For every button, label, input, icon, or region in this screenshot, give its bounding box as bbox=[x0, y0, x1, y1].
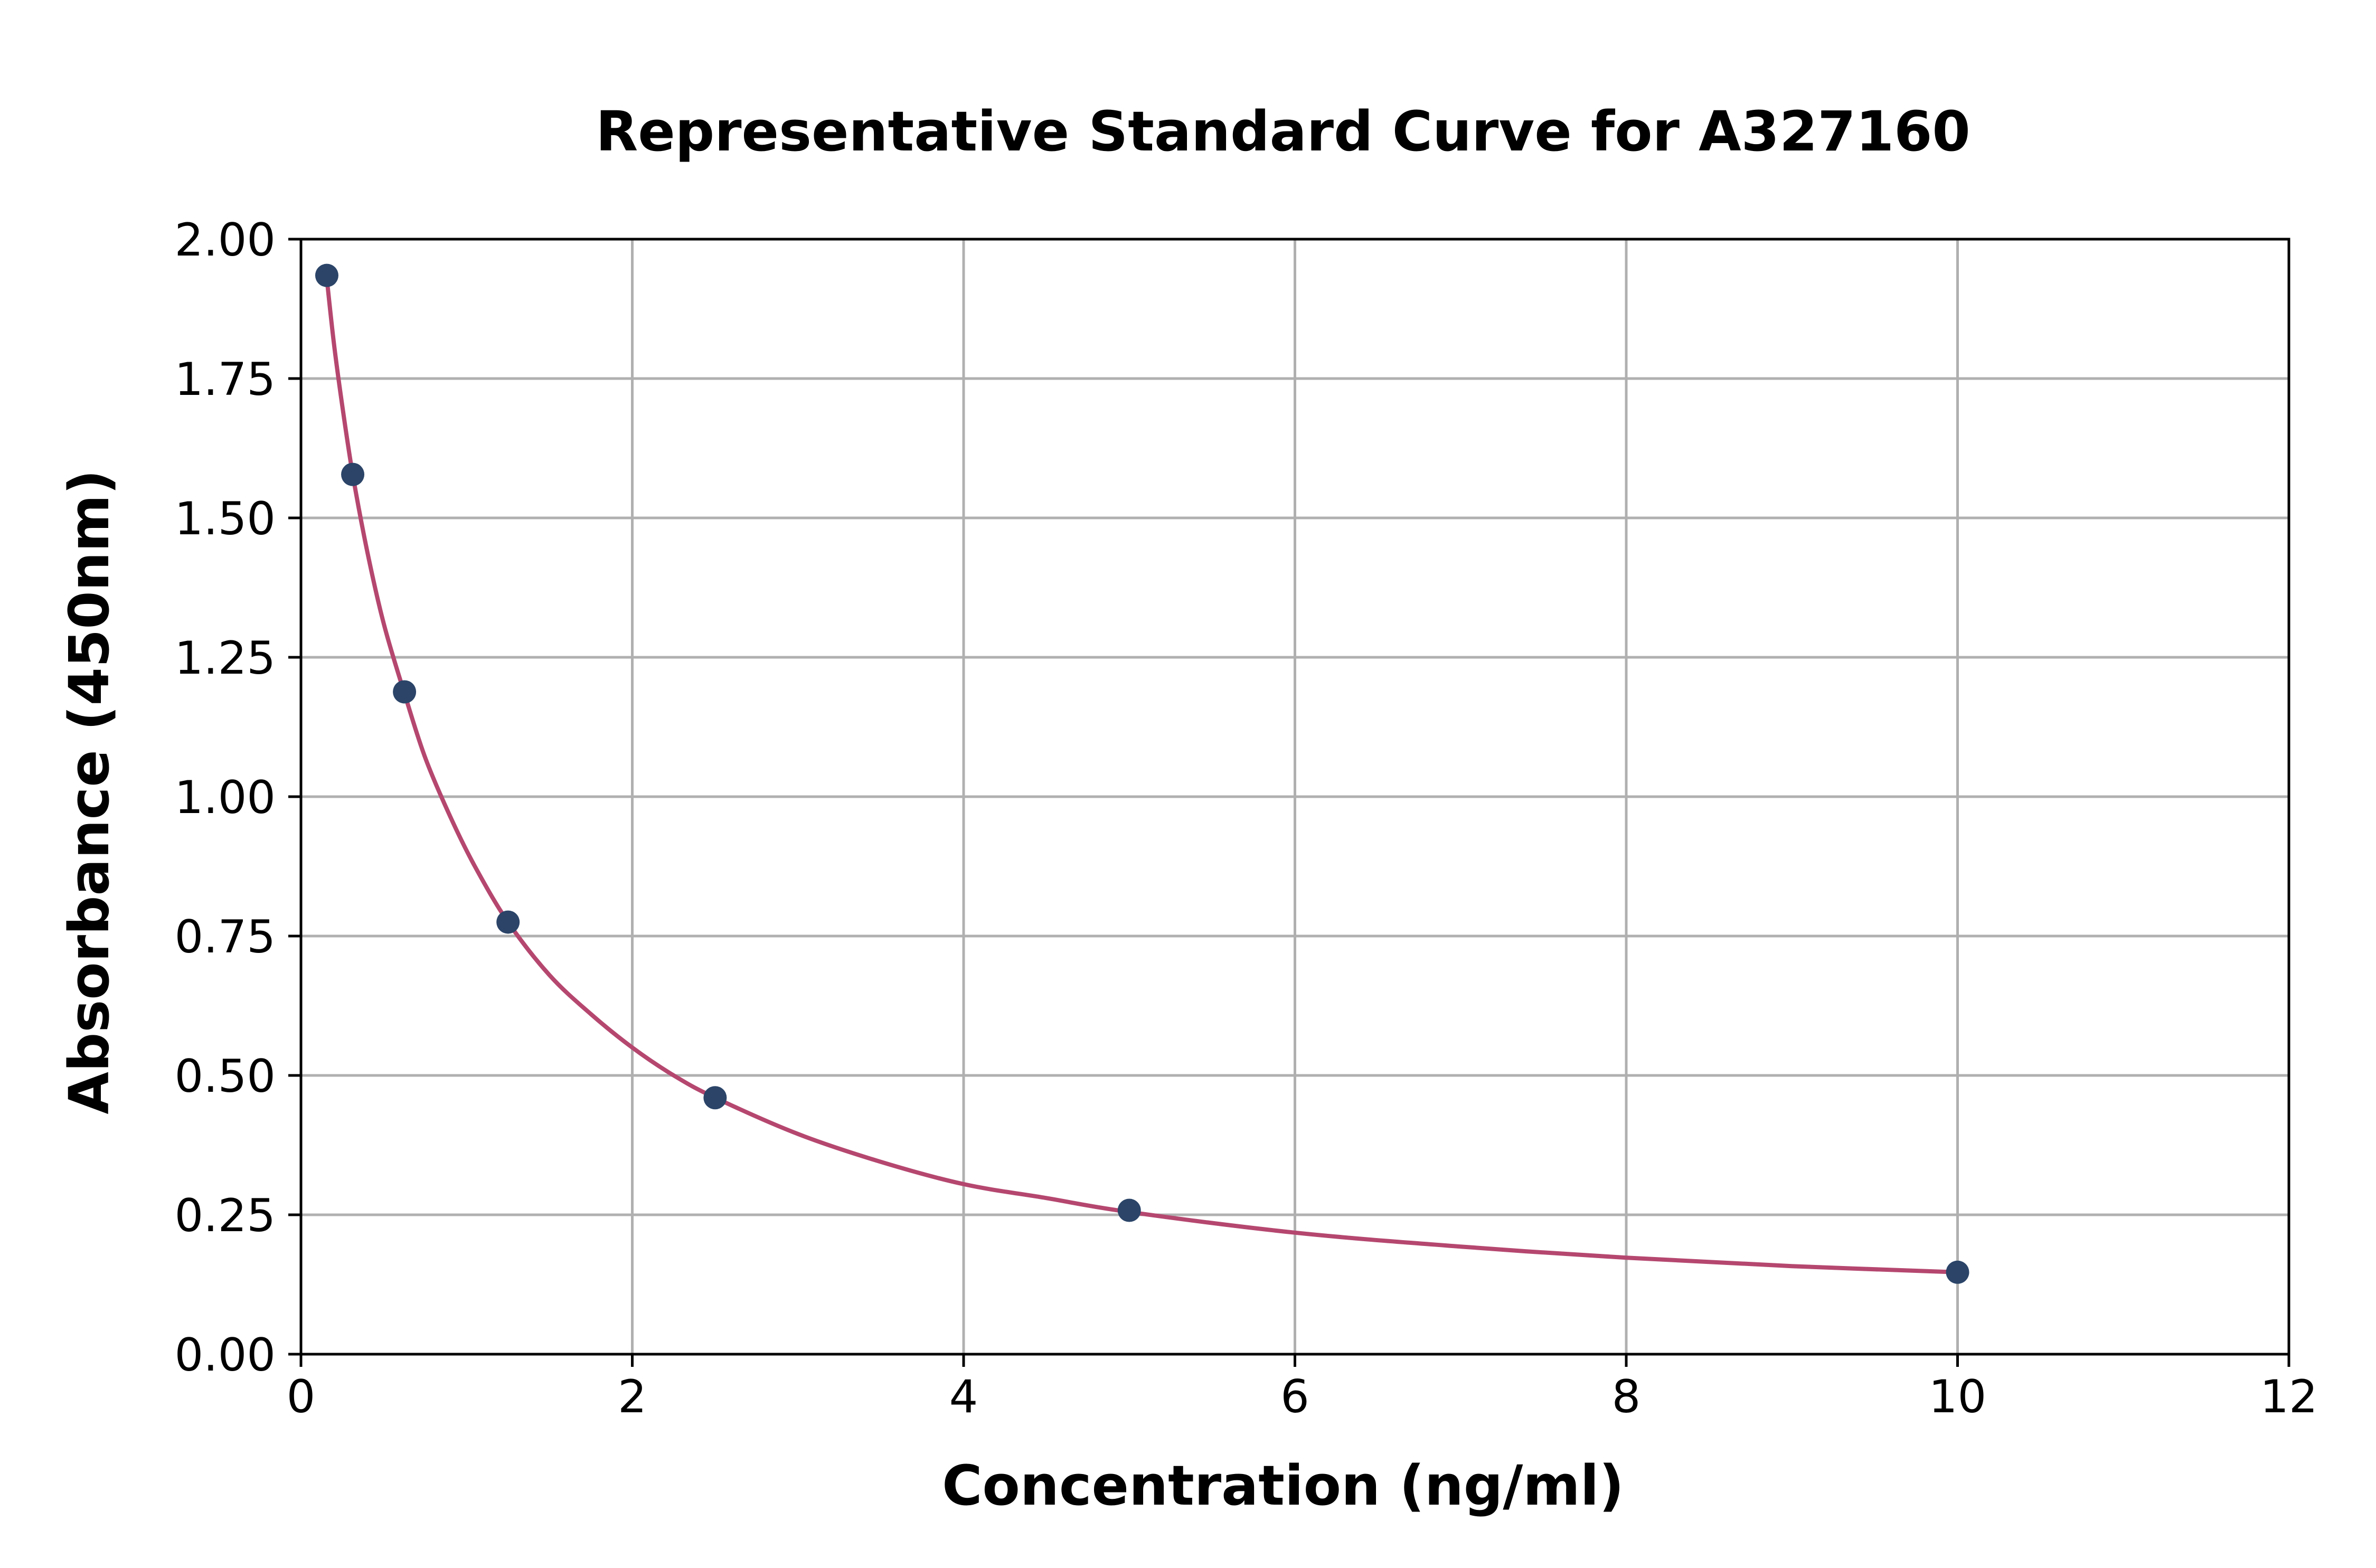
y-axis-label: Absorbance (450nm) bbox=[57, 469, 121, 1114]
y-gridlines bbox=[301, 238, 2289, 1356]
x-axis-label: Concentration (ng/ml) bbox=[942, 1453, 1624, 1518]
y-tick-label: 0.75 bbox=[175, 911, 276, 964]
x-tick-label: 10 bbox=[1929, 1371, 1986, 1423]
y-tick-label: 0.00 bbox=[175, 1329, 276, 1382]
x-axis-ticks: 0 2 4 6 8 10 12 bbox=[287, 1354, 2318, 1423]
y-tick-label: 1.00 bbox=[175, 771, 276, 824]
x-tick-label: 2 bbox=[618, 1371, 647, 1423]
x-tick-label: 0 bbox=[287, 1371, 316, 1423]
data-point bbox=[1946, 1260, 1969, 1284]
data-point bbox=[341, 462, 365, 486]
data-point bbox=[393, 680, 417, 704]
y-tick-label: 2.00 bbox=[175, 214, 276, 267]
fit-curve-layer bbox=[324, 278, 1958, 1274]
x-tick-label: 8 bbox=[1612, 1371, 1641, 1423]
chart-title: Representative Standard Curve for A32716… bbox=[596, 99, 1970, 164]
y-axis-ticks: 0.00 0.25 0.50 0.75 1.00 1.25 1.50 1.75 2.00 bbox=[175, 214, 301, 1382]
x-tick-label: 12 bbox=[2260, 1371, 2317, 1423]
x-tick-label: 6 bbox=[1280, 1371, 1309, 1423]
x-tick-label: 4 bbox=[949, 1371, 978, 1423]
y-tick-label: 1.50 bbox=[175, 493, 276, 545]
data-point bbox=[496, 910, 520, 934]
fit-curve-line bbox=[324, 278, 1958, 1274]
data-point bbox=[1117, 1198, 1141, 1222]
data-point bbox=[703, 1086, 727, 1110]
data-point bbox=[315, 263, 338, 287]
y-tick-label: 1.75 bbox=[175, 353, 276, 406]
y-tick-label: 1.25 bbox=[175, 632, 276, 685]
y-tick-label: 0.25 bbox=[175, 1189, 276, 1242]
data-points-layer bbox=[315, 263, 1969, 1284]
y-tick-label: 0.50 bbox=[175, 1050, 276, 1103]
